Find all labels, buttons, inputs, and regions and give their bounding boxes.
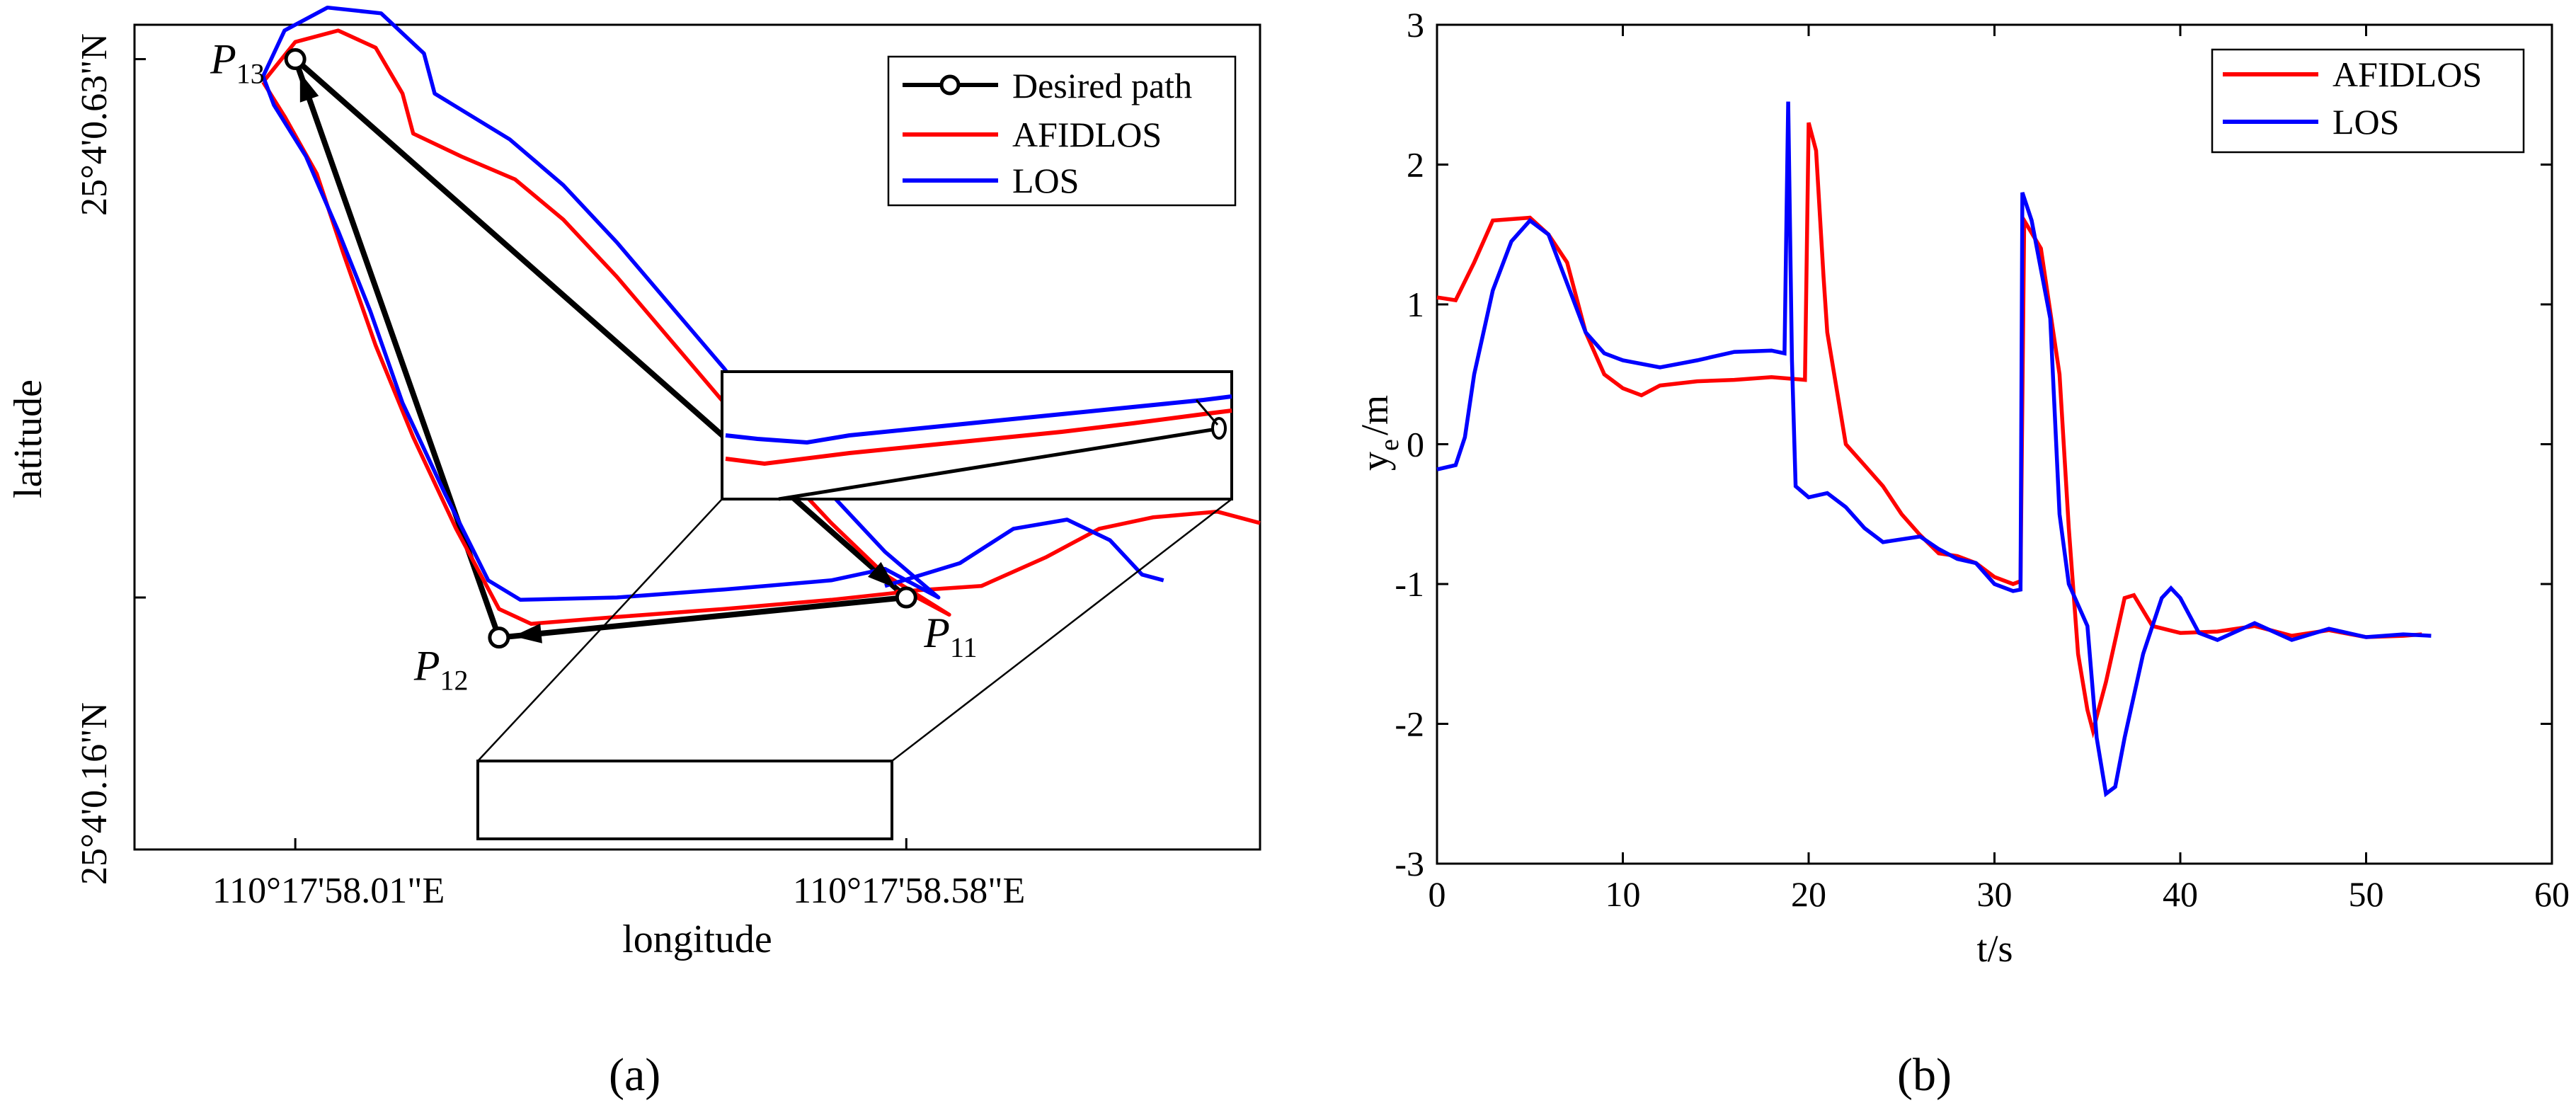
legend-los-label: LOS <box>1012 161 1079 200</box>
panel-a-legend: Desired path AFIDLOS LOS <box>887 55 1237 207</box>
panel-b-xtick-label-3: 30 <box>1977 874 2013 914</box>
panel-b-xtick-label-1: 10 <box>1605 874 1641 914</box>
panel-b-xtick-label-5: 50 <box>2349 874 2384 914</box>
panel-a-ytick-label-2: 25°4'0.63"N <box>74 33 115 216</box>
desired-path-arrowhead <box>868 561 896 588</box>
panel-b-ylabel-sub: e <box>1375 439 1404 451</box>
waypoint-label-p12: P12 <box>413 643 469 697</box>
panel-b-series-los <box>1436 101 2432 798</box>
waypoint-marker-p12 <box>488 626 510 649</box>
panel-b-ylabel-suffix: /m <box>1353 395 1396 435</box>
panel-b-xtick-label-2: 20 <box>1791 874 1826 914</box>
panel-b-ytick-label-4: 1 <box>1407 285 1424 324</box>
legend-b-afidlos-label: AFIDLOS <box>2332 55 2482 94</box>
legend-afidlos-label: AFIDLOS <box>1012 115 1162 154</box>
zoom-connector-left <box>477 498 723 762</box>
zoom-source-region <box>476 760 893 840</box>
zoom-inset-frame <box>721 370 1233 500</box>
panel-b-legend-box <box>2211 48 2525 154</box>
waypoint-label-p11: P11 <box>923 610 977 663</box>
panel-b-ytick-label-3: 0 <box>1407 425 1424 464</box>
panel-a-xtick-label-2: 110°17'58.58"E <box>793 871 1025 911</box>
waypoint-label-p13: P13 <box>210 36 265 90</box>
panel-a-series-los-ext <box>884 517 1164 588</box>
zoom-inset-desired-line <box>778 426 1222 501</box>
panel-a: 110°17'58.01"E 110°17'58.58"E 25°4'0.16"… <box>6 5 1261 961</box>
panel-b-xtick-label-6: 60 <box>2534 874 2570 914</box>
panel-b-series-afidlos <box>1436 122 2422 739</box>
panel-a-axes-frame <box>133 23 1261 851</box>
panel-a-xlabel: longitude <box>622 917 772 961</box>
desired-path-arrowhead <box>299 72 319 103</box>
panel-b-ylabel: y e /m <box>1353 395 1404 471</box>
panel-b-ytick-label-5: 2 <box>1407 145 1424 185</box>
panel-b-xtick-label-0: 0 <box>1429 874 1446 914</box>
zoom-inset-arrow-line <box>1195 399 1219 425</box>
panel-a-xtick-label-1: 110°17'58.01"E <box>212 871 445 911</box>
zoom-connector-right <box>891 498 1232 762</box>
panel-b-ytick-label-6: 3 <box>1407 5 1424 45</box>
legend-desired-label: Desired path <box>1012 66 1192 105</box>
panel-a-ylabel: latitude <box>6 379 50 498</box>
waypoint-marker-p13 <box>284 48 307 71</box>
desired-path-arrowhead <box>513 623 542 643</box>
zoom-inset-afidlos-line <box>725 408 1232 467</box>
legend-b-los-label: LOS <box>2332 102 2399 142</box>
panel-a-series-afidlos-ext <box>895 509 1261 594</box>
panel-a-ytick-label-1: 25°4'0.16"N <box>74 702 115 885</box>
panel-b-legend: AFIDLOS LOS <box>2211 48 2525 154</box>
waypoint-marker-p11 <box>895 586 917 609</box>
panel-b: 0 10 20 30 40 50 60 -3 -2 -1 0 1 2 3 t/s y e /m AFIDL… <box>1353 5 2570 970</box>
panel-a-series-los <box>261 5 941 602</box>
panel-b-ytick-label-1: -2 <box>1395 704 1424 744</box>
panel-b-caption: (b) <box>1897 1049 1952 1101</box>
panel-b-ytick-label-0: -3 <box>1395 844 1424 883</box>
panel-b-xtick-label-4: 40 <box>2163 874 2198 914</box>
panel-b-xlabel: t/s <box>1976 927 2013 970</box>
panel-a-caption: (a) <box>609 1049 660 1101</box>
legend-desired-marker <box>939 74 961 96</box>
panel-b-ylabel-main: y <box>1353 452 1396 471</box>
panel-b-ytick-label-2: -1 <box>1395 564 1424 604</box>
zoom-inset-los-line <box>725 394 1232 445</box>
panel-a-series-desired-path <box>292 56 908 641</box>
zoom-inset <box>477 370 1233 762</box>
